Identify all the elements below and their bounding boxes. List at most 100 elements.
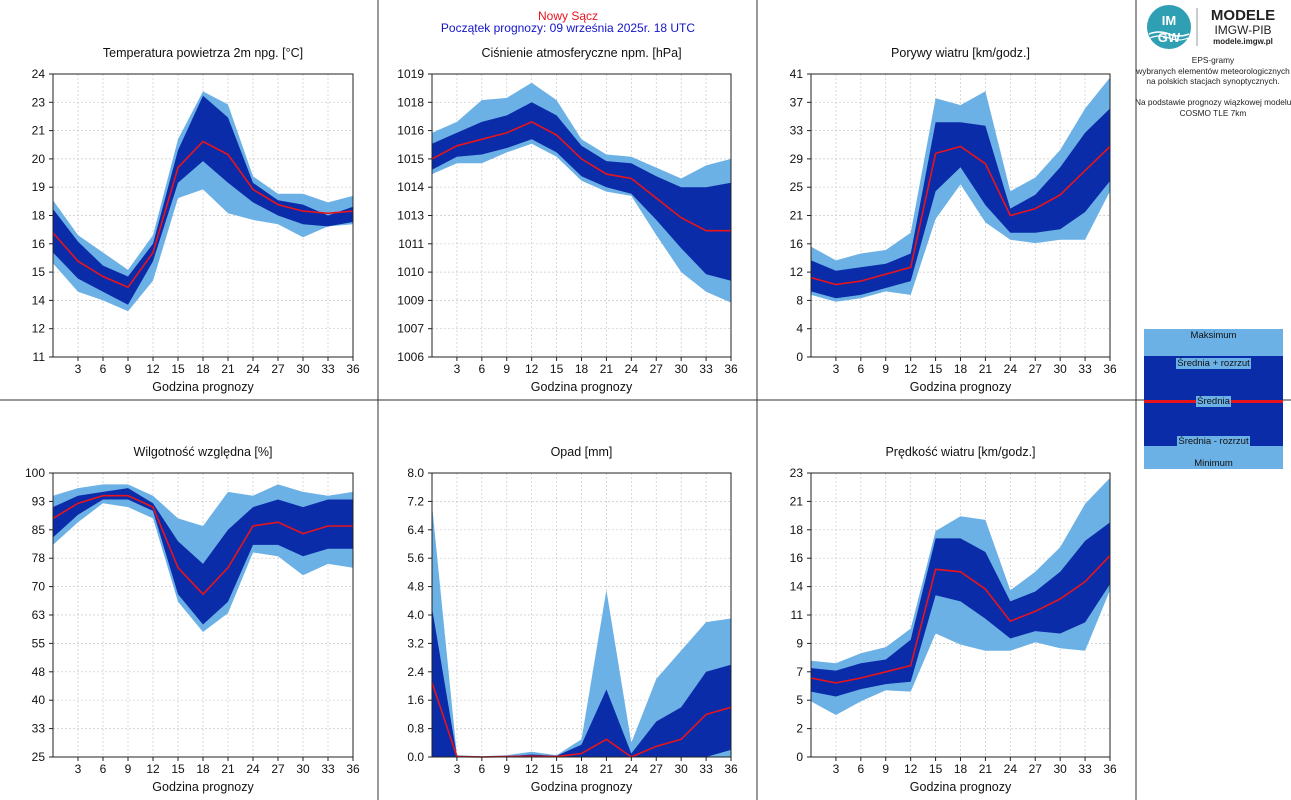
y-tick-label: 4.0 [407,608,424,622]
x-tick-label: 24 [625,762,639,776]
y-tick-label: 41 [790,67,804,81]
x-tick-label: 33 [321,362,335,376]
y-tick-label: 1009 [397,293,424,307]
series-mean-line [52,140,354,289]
y-tick-label: 1016 [397,124,424,138]
x-axis-label: Godzina prognozy [531,380,633,394]
legend-min-label: Minimum [1144,458,1283,469]
y-tick-label: 0.0 [407,750,424,764]
x-tick-label: 27 [1029,362,1043,376]
x-axis-label: Godzina prognozy [531,780,633,794]
y-tick-label: 1018 [397,95,424,109]
y-tick-label: 12 [790,265,804,279]
logo-badge-bottom: GW [1158,30,1181,45]
x-tick-label: 36 [346,362,360,376]
band-spread [432,102,731,281]
band-spread [53,95,353,305]
y-tick-label: 18 [790,523,804,537]
y-tick-label: 1007 [397,322,424,336]
chart-title: Porywy wiatru [km/godz.] [891,46,1030,60]
y-tick-label: 1006 [397,350,424,364]
y-tick-label: 20 [32,152,46,166]
x-tick-label: 15 [550,762,564,776]
imgw-logo: IM GW MODELE IMGW-PIB modele.imgw.pl [1145,4,1287,50]
x-tick-label: 18 [954,362,968,376]
chart-title: Temperatura powietrza 2m npg. [°C] [103,46,303,60]
x-tick-label: 9 [125,362,132,376]
description-line [1135,87,1291,98]
x-tick-label: 33 [699,762,713,776]
x-tick-label: 30 [1053,762,1067,776]
x-tick-label: 30 [674,762,688,776]
y-tick-label: 4 [796,322,803,336]
y-tick-label: 6.4 [407,523,424,537]
logo-badge-top: IM [1162,13,1176,28]
x-tick-label: 15 [550,362,564,376]
x-tick-label: 27 [1029,762,1043,776]
x-tick-label: 12 [146,362,160,376]
x-axis-label: Godzina prognozy [152,780,254,794]
series-mean-line [810,145,1111,286]
x-tick-label: 9 [125,762,132,776]
x-tick-label: 30 [296,762,310,776]
y-tick-label: 48 [32,665,46,679]
x-tick-label: 36 [1103,362,1117,376]
x-tick-label: 3 [75,362,82,376]
x-tick-label: 18 [575,362,589,376]
chart-wind_speed: 3 6 9 12 15 18 21 24 27 30 33 3602579111416182123Pr… [790,445,1117,794]
x-tick-label: 36 [346,762,360,776]
y-tick-label: 12 [32,322,46,336]
y-tick-label: 24 [32,67,46,81]
x-tick-label: 30 [1053,362,1067,376]
legend-max-label: Maksimum [1144,330,1283,341]
x-tick-label: 21 [221,762,235,776]
legend-mean-minus-label: Średnia - rozrzut [1177,436,1250,447]
chart-title: Prędkość wiatru [km/godz.] [885,445,1035,459]
x-tick-label: 24 [246,762,260,776]
y-tick-label: 1010 [397,265,424,279]
x-tick-label: 21 [979,762,993,776]
y-tick-label: 1013 [397,209,424,223]
y-tick-label: 1019 [397,67,424,81]
logo-subtitle: IMGW-PIB [1214,23,1271,37]
x-tick-label: 12 [146,762,160,776]
x-tick-label: 9 [882,762,889,776]
x-tick-label: 12 [525,762,539,776]
x-tick-label: 24 [1004,762,1018,776]
y-tick-label: 2 [796,722,803,736]
x-tick-label: 24 [1004,362,1018,376]
x-tick-label: 30 [296,362,310,376]
y-tick-label: 29 [790,152,804,166]
x-axis-label: Godzina prognozy [910,380,1012,394]
x-tick-label: 27 [650,362,664,376]
series-mean-line [431,121,731,232]
y-tick-label: 4.8 [407,580,424,594]
x-tick-label: 21 [600,762,614,776]
band-min-max [432,505,731,757]
y-tick-label: 9 [796,636,803,650]
x-tick-label: 36 [1103,762,1117,776]
y-tick-label: 18 [32,209,46,223]
x-tick-label: 6 [857,362,864,376]
y-tick-label: 63 [32,608,46,622]
y-tick-label: 33 [790,124,804,138]
x-tick-label: 27 [271,762,285,776]
y-tick-label: 21 [790,209,804,223]
y-tick-label: 40 [32,693,46,707]
chart-title: Wilgotność względna [%] [134,445,273,459]
logo-badge-icon [1147,5,1191,49]
y-tick-label: 16 [790,237,804,251]
description-line: COSMO TLE 7km [1179,107,1247,118]
x-tick-label: 6 [100,762,107,776]
y-tick-label: 33 [32,722,46,736]
y-tick-label: 21 [32,124,46,138]
x-tick-label: 18 [575,762,589,776]
y-tick-label: 8.0 [407,466,424,480]
legend-mean-label: Średnia [1196,396,1231,407]
y-tick-label: 1015 [397,152,424,166]
x-tick-label: 15 [929,362,943,376]
x-tick-label: 15 [171,762,185,776]
logo-url: modele.imgw.pl [1213,37,1273,46]
y-tick-label: 7 [796,665,803,679]
